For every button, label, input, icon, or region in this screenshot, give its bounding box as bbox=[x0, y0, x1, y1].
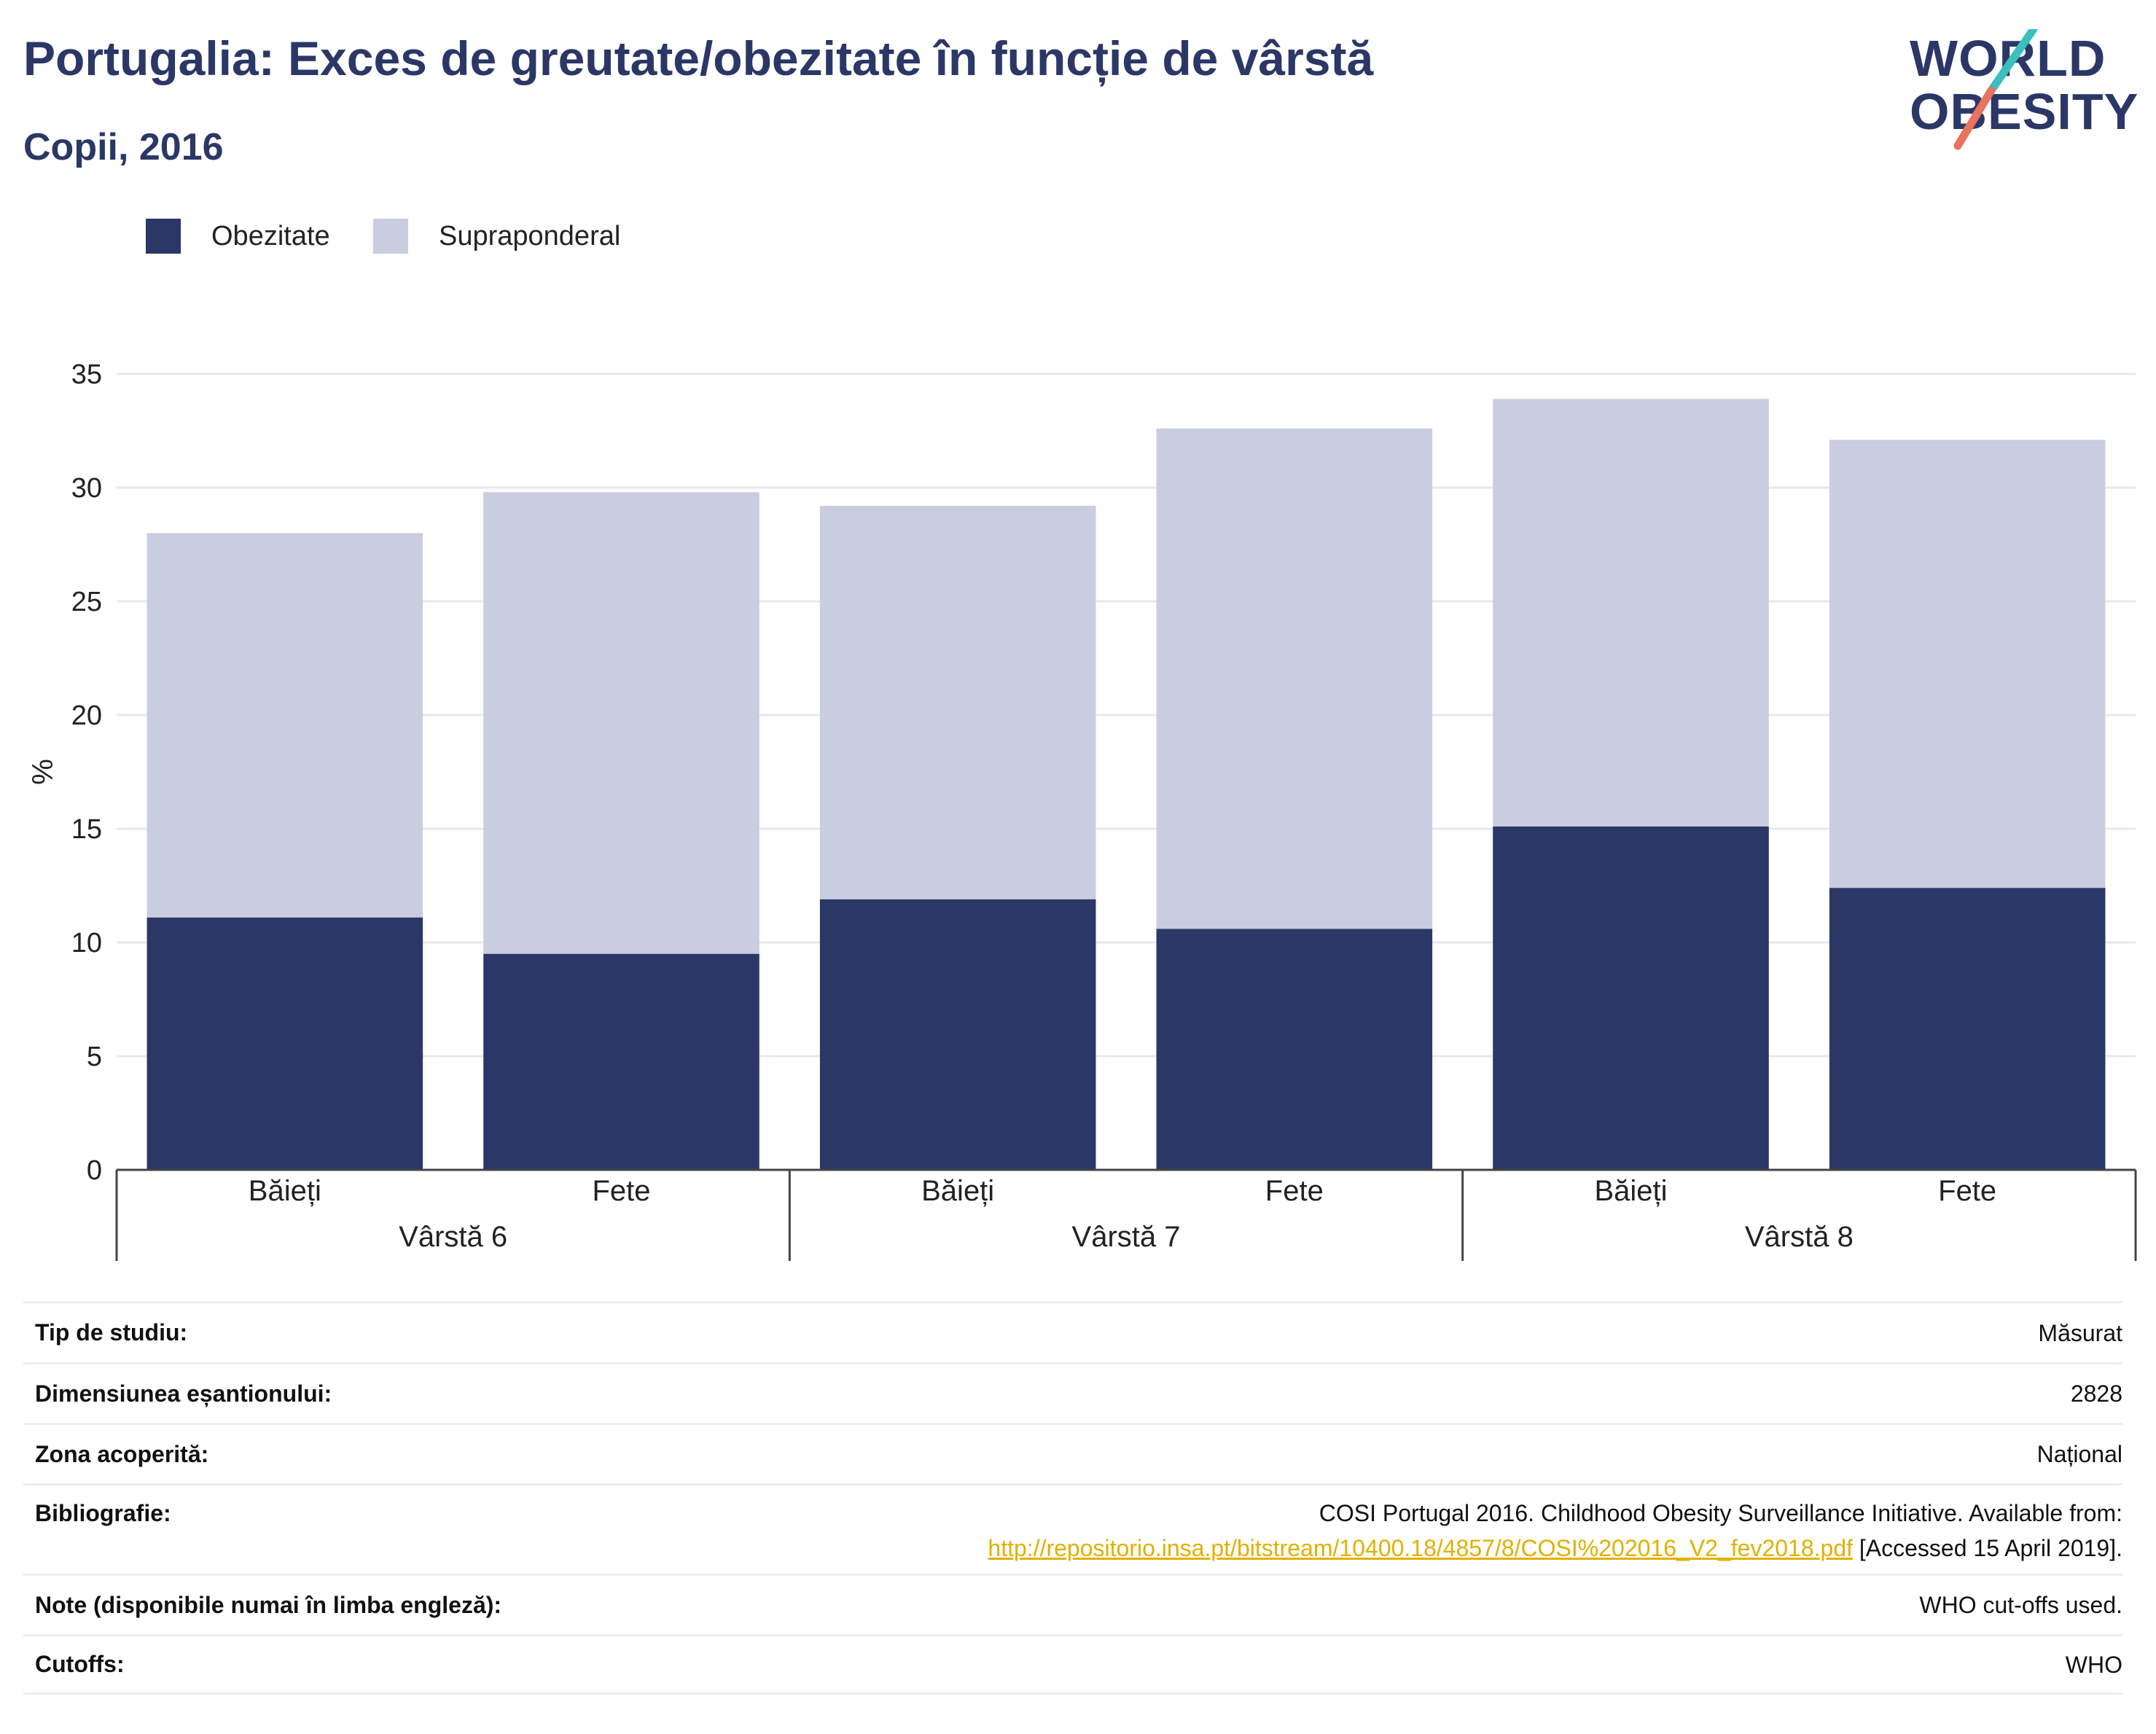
y-axis-label: % bbox=[27, 759, 59, 785]
info-row-bibliography: Bibliografie: COSI Portugal 2016. Childh… bbox=[23, 1483, 2122, 1574]
info-key: Dimensiunea eșantionului: bbox=[35, 1380, 332, 1407]
bar-obezitate-5 bbox=[1829, 888, 2106, 1170]
info-value: Măsurat bbox=[2038, 1319, 2122, 1346]
info-key: Note (disponibile numai în limba engleză… bbox=[35, 1591, 502, 1618]
logo-line2: OBESITY bbox=[1910, 83, 2139, 140]
bar-supraponderal-2 bbox=[819, 505, 1096, 899]
y-tick-label: 30 bbox=[71, 473, 102, 504]
legend-swatch-supraponderal bbox=[373, 219, 408, 254]
bar-obezitate-3 bbox=[1156, 929, 1433, 1170]
x-tick-label: Băieți bbox=[921, 1175, 994, 1207]
y-tick-label: 5 bbox=[87, 1042, 102, 1072]
info-row-cutoffs: Cutoffs: WHO bbox=[23, 1634, 2122, 1695]
bar-obezitate-4 bbox=[1493, 826, 1769, 1170]
bar-obezitate-0 bbox=[147, 917, 423, 1170]
bar-obezitate-1 bbox=[483, 953, 759, 1170]
info-value: Național bbox=[2036, 1441, 2122, 1467]
bar-supraponderal-5 bbox=[1829, 440, 2106, 889]
y-tick-label: 25 bbox=[71, 587, 102, 617]
group-label: Vârstă 8 bbox=[1745, 1221, 1854, 1253]
info-value: WHO cut-offs used. bbox=[1919, 1592, 2122, 1618]
y-tick-label: 10 bbox=[71, 928, 102, 958]
group-label: Vârstă 7 bbox=[1072, 1221, 1181, 1253]
legend-label-supraponderal: Supraponderal bbox=[439, 220, 621, 251]
bar-supraponderal-0 bbox=[147, 533, 423, 918]
x-tick-label: Băieți bbox=[1594, 1175, 1667, 1207]
logo-line1: WORLD bbox=[1910, 30, 2106, 87]
info-row-sample-size: Dimensiunea eșantionului: 2828 bbox=[23, 1362, 2122, 1423]
y-tick-label: 15 bbox=[71, 814, 102, 845]
x-tick-label: Fete bbox=[1938, 1175, 1996, 1207]
stacked-bar-chart: 0 5 10 15 20 25 30 35% Băieți Fete Băieți Fete Băieț… bbox=[27, 359, 2137, 1261]
legend-swatch-obezitate bbox=[146, 219, 181, 254]
info-key: Bibliografie: bbox=[35, 1500, 171, 1526]
info-value: 2828 bbox=[2070, 1380, 2122, 1407]
bibliography-text: COSI Portugal 2016. Childhood Obesity Su… bbox=[1319, 1500, 2122, 1526]
y-tick-label: 0 bbox=[87, 1155, 102, 1186]
bar-obezitate-2 bbox=[819, 899, 1096, 1170]
group-label: Vârstă 6 bbox=[399, 1221, 507, 1253]
chart-subtitle: Copii, 2016 bbox=[23, 126, 224, 168]
world-obesity-logo: WORLD OBESITY bbox=[1895, 29, 2143, 157]
info-key: Cutoffs: bbox=[35, 1651, 125, 1677]
info-table: Tip de studiu: Măsurat Dimensiunea eșant… bbox=[23, 1301, 2122, 1695]
info-key: Zona acoperită: bbox=[35, 1440, 209, 1467]
info-row-study-type: Tip de studiu: Măsurat bbox=[23, 1301, 2122, 1362]
bar-supraponderal-4 bbox=[1493, 399, 1769, 827]
chart-title: Portugalia: Exces de greutate/obezitate … bbox=[23, 31, 1374, 85]
bar-supraponderal-3 bbox=[1156, 428, 1433, 929]
x-tick-label: Fete bbox=[592, 1175, 650, 1207]
info-key: Tip de studiu: bbox=[35, 1319, 188, 1346]
info-row-notes: Note (disponibile numai în limba engleză… bbox=[23, 1574, 2122, 1634]
bibliography-link[interactable]: http://repositorio.insa.pt/bitstream/104… bbox=[988, 1535, 1853, 1561]
x-tick-label: Fete bbox=[1265, 1175, 1324, 1207]
x-tick-label: Băieți bbox=[249, 1175, 321, 1207]
info-value-bibliography: COSI Portugal 2016. Childhood Obesity Su… bbox=[988, 1496, 2122, 1566]
logo-slash-icon bbox=[1953, 29, 2038, 150]
y-tick-label: 20 bbox=[71, 700, 102, 731]
info-row-area: Zona acoperită: Național bbox=[23, 1423, 2122, 1483]
bar-supraponderal-1 bbox=[483, 492, 759, 954]
legend-item-obezitate[interactable]: Obezitate bbox=[146, 219, 330, 254]
bibliography-accessed: [Accessed 15 April 2019]. bbox=[1853, 1535, 2122, 1561]
info-value: WHO bbox=[2065, 1651, 2122, 1678]
legend-label-obezitate: Obezitate bbox=[211, 220, 330, 251]
y-tick-label: 35 bbox=[71, 359, 102, 390]
legend-item-supraponderal[interactable]: Supraponderal bbox=[373, 219, 620, 254]
